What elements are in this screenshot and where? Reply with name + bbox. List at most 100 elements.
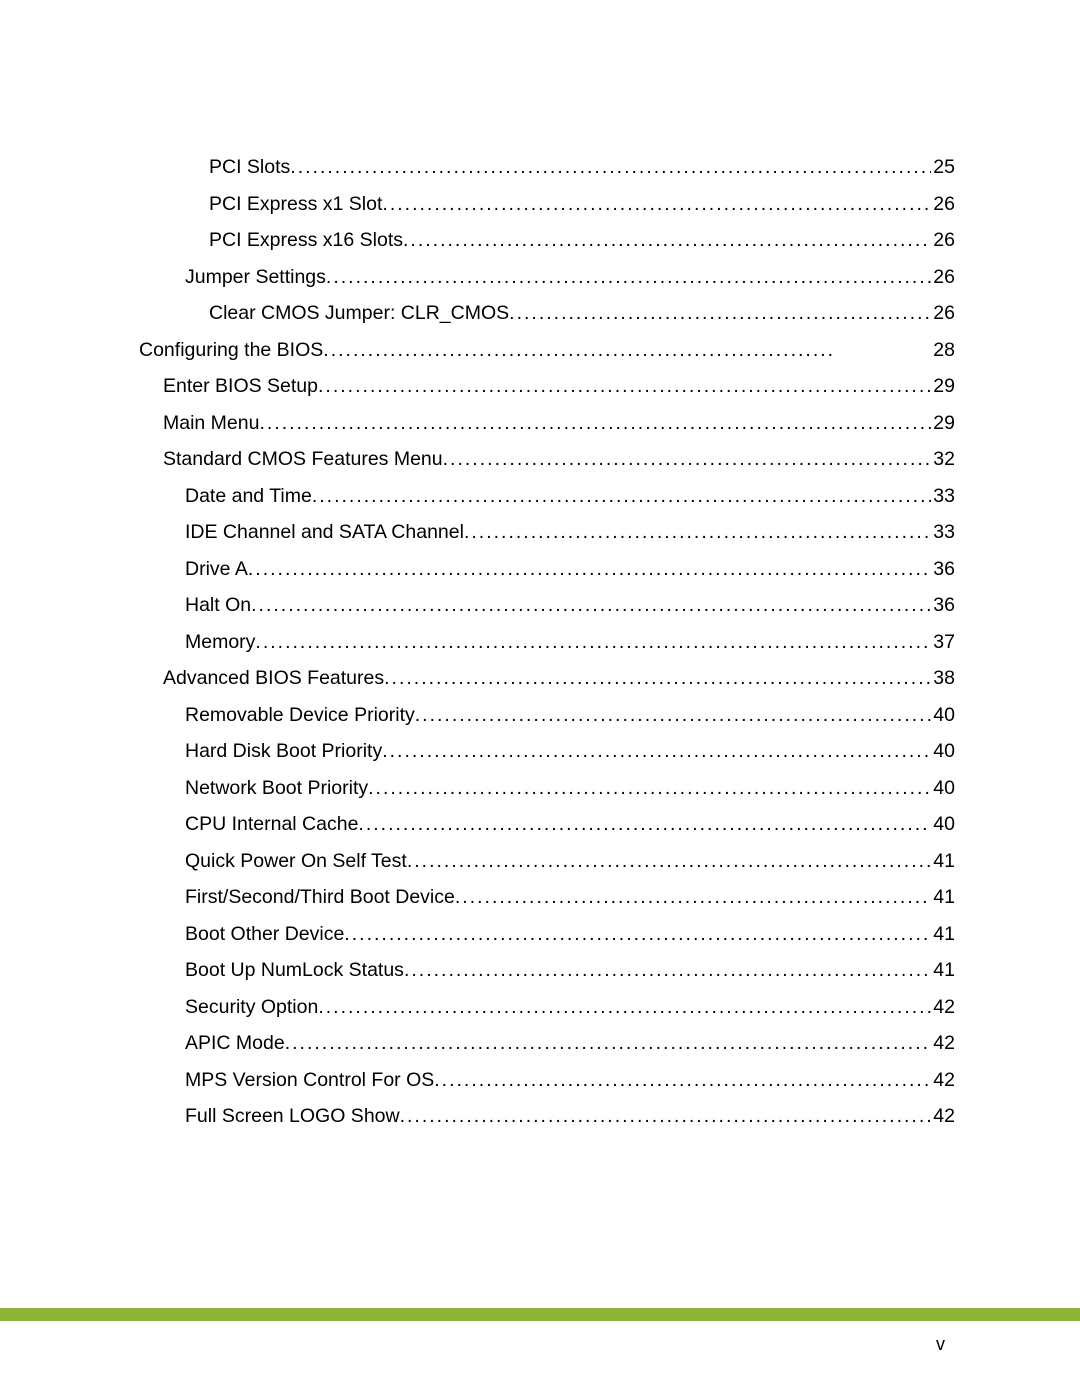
toc-row: Boot Up NumLock Status 41 <box>139 961 955 981</box>
toc-entry-page[interactable]: 37 <box>931 633 955 653</box>
toc-entry-label[interactable]: Drive A <box>185 560 248 580</box>
toc-row: Date and Time 33 <box>139 487 955 507</box>
toc-entry-label[interactable]: MPS Version Control For OS <box>185 1071 434 1091</box>
toc-row: Hard Disk Boot Priority 40 <box>139 742 955 762</box>
toc-leader-dots <box>368 779 931 799</box>
toc-entry-page[interactable]: 29 <box>931 414 955 434</box>
toc-leader-dots <box>255 633 931 653</box>
toc-entry-label[interactable]: Configuring the BIOS <box>139 341 323 361</box>
toc-row: Boot Other Device 41 <box>139 925 955 945</box>
toc-row: Memory 37 <box>139 633 955 653</box>
toc-leader-dots <box>259 414 931 434</box>
toc-row: PCI Express x1 Slot 26 <box>139 195 955 215</box>
toc-leader-dots <box>251 596 931 616</box>
toc-entry-label[interactable]: Memory <box>185 633 255 653</box>
toc-entry-label[interactable]: PCI Express x1 Slot <box>209 195 382 215</box>
toc-entry-label[interactable]: PCI Express x16 Slots <box>209 231 403 251</box>
toc-row: Jumper Settings 26 <box>139 268 955 288</box>
toc-leader-dots <box>290 158 931 178</box>
toc-entry-page[interactable]: 40 <box>931 815 955 835</box>
toc-entry-page[interactable]: 41 <box>931 925 955 945</box>
toc-entry-label[interactable]: IDE Channel and SATA Channel <box>185 523 464 543</box>
toc-entry-page[interactable]: 40 <box>931 779 955 799</box>
toc-entry-label[interactable]: Date and Time <box>185 487 312 507</box>
toc-entry-label[interactable]: First/Second/Third Boot Device <box>185 888 455 908</box>
toc-entry-label[interactable]: Quick Power On Self Test <box>185 852 407 872</box>
toc-row: MPS Version Control For OS 42 <box>139 1071 955 1091</box>
toc-row: Quick Power On Self Test 41 <box>139 852 955 872</box>
toc-row: Enter BIOS Setup 29 <box>139 377 955 397</box>
toc-entry-page[interactable]: 36 <box>931 596 955 616</box>
toc-leader-dots <box>509 304 931 324</box>
toc-leader-dots <box>248 560 931 580</box>
toc-row: APIC Mode 42 <box>139 1034 955 1054</box>
toc-leader-dots <box>404 961 931 981</box>
toc-row: Drive A 36 <box>139 560 955 580</box>
toc-entry-page[interactable]: 25 <box>931 158 955 178</box>
toc-entry-label[interactable]: APIC Mode <box>185 1034 285 1054</box>
toc-entry-label[interactable]: Security Option <box>185 998 318 1018</box>
toc-entry-label[interactable]: Enter BIOS Setup <box>163 377 318 397</box>
page-number: v <box>936 1334 945 1355</box>
toc-row: First/Second/Third Boot Device 41 <box>139 888 955 908</box>
toc-leader-dots <box>384 669 931 689</box>
toc-entry-page[interactable]: 40 <box>931 742 955 762</box>
toc-row: Clear CMOS Jumper: CLR_CMOS 26 <box>139 304 955 324</box>
toc-row: PCI Express x16 Slots 26 <box>139 231 955 251</box>
toc-entry-label[interactable]: Clear CMOS Jumper: CLR_CMOS <box>209 304 509 324</box>
toc-leader-dots <box>415 706 932 726</box>
toc-entry-page[interactable]: 42 <box>931 1107 955 1127</box>
toc-entry-page[interactable]: 29 <box>931 377 955 397</box>
toc-leader-dots <box>400 1107 932 1127</box>
document-page: PCI Slots25PCI Express x1 Slot26PCI Expr… <box>0 0 1080 1388</box>
toc-leader-dots <box>403 231 931 251</box>
toc-entry-page[interactable]: 41 <box>931 852 955 872</box>
toc-entry-page[interactable]: 42 <box>931 1034 955 1054</box>
toc-entry-label[interactable]: Removable Device Priority <box>185 706 415 726</box>
toc-entry-page[interactable]: 41 <box>931 888 955 908</box>
toc-entry-page[interactable]: 26 <box>931 231 955 251</box>
toc-row: Halt On 36 <box>139 596 955 616</box>
toc-entry-page[interactable]: 38 <box>931 669 955 689</box>
toc-entry-page[interactable]: 40 <box>931 706 955 726</box>
toc-entry-label[interactable]: Network Boot Priority <box>185 779 368 799</box>
toc-entry-page[interactable]: 36 <box>931 560 955 580</box>
toc-entry-label[interactable]: Boot Other Device <box>185 925 344 945</box>
footer-accent-bar <box>0 1308 1080 1321</box>
toc-leader-dots <box>326 268 931 288</box>
toc-row: Network Boot Priority 40 <box>139 779 955 799</box>
toc-entry-page[interactable]: 33 <box>931 487 955 507</box>
toc-entry-page[interactable]: 42 <box>931 1071 955 1091</box>
toc-entry-page[interactable]: 26 <box>931 195 955 215</box>
table-of-contents: PCI Slots25PCI Express x1 Slot26PCI Expr… <box>139 158 955 1127</box>
toc-leader-dots <box>318 377 931 397</box>
toc-entry-page[interactable]: 32 <box>931 450 955 470</box>
toc-leader-dots <box>407 852 931 872</box>
toc-row: Advanced BIOS Features 38 <box>139 669 955 689</box>
toc-leader-dots <box>464 523 931 543</box>
toc-entry-label[interactable]: Hard Disk Boot Priority <box>185 742 382 762</box>
toc-row: CPU Internal Cache 40 <box>139 815 955 835</box>
toc-entry-page[interactable]: 26 <box>931 268 955 288</box>
toc-entry-label[interactable]: Jumper Settings <box>185 268 326 288</box>
toc-entry-label[interactable]: Boot Up NumLock Status <box>185 961 404 981</box>
toc-leader-dots <box>323 341 833 361</box>
toc-row: Security Option 42 <box>139 998 955 1018</box>
toc-entry-page[interactable]: 41 <box>931 961 955 981</box>
toc-entry-page[interactable]: 26 <box>931 304 955 324</box>
toc-entry-label[interactable]: Halt On <box>185 596 251 616</box>
toc-entry-label[interactable]: CPU Internal Cache <box>185 815 358 835</box>
toc-entry-page[interactable]: 28 <box>833 341 955 361</box>
toc-leader-dots <box>318 998 931 1018</box>
toc-entry-page[interactable]: 42 <box>931 998 955 1018</box>
toc-row: PCI Slots 25 <box>139 158 955 178</box>
toc-row: Full Screen LOGO Show 42 <box>139 1107 955 1127</box>
toc-entry-label[interactable]: Full Screen LOGO Show <box>185 1107 400 1127</box>
toc-entry-label[interactable]: PCI Slots <box>209 158 290 178</box>
toc-row: Configuring the BIOS 28 <box>139 341 955 361</box>
toc-leader-dots <box>434 1071 931 1091</box>
toc-entry-label[interactable]: Standard CMOS Features Menu <box>163 450 443 470</box>
toc-entry-label[interactable]: Main Menu <box>163 414 259 434</box>
toc-entry-page[interactable]: 33 <box>931 523 955 543</box>
toc-entry-label[interactable]: Advanced BIOS Features <box>163 669 384 689</box>
